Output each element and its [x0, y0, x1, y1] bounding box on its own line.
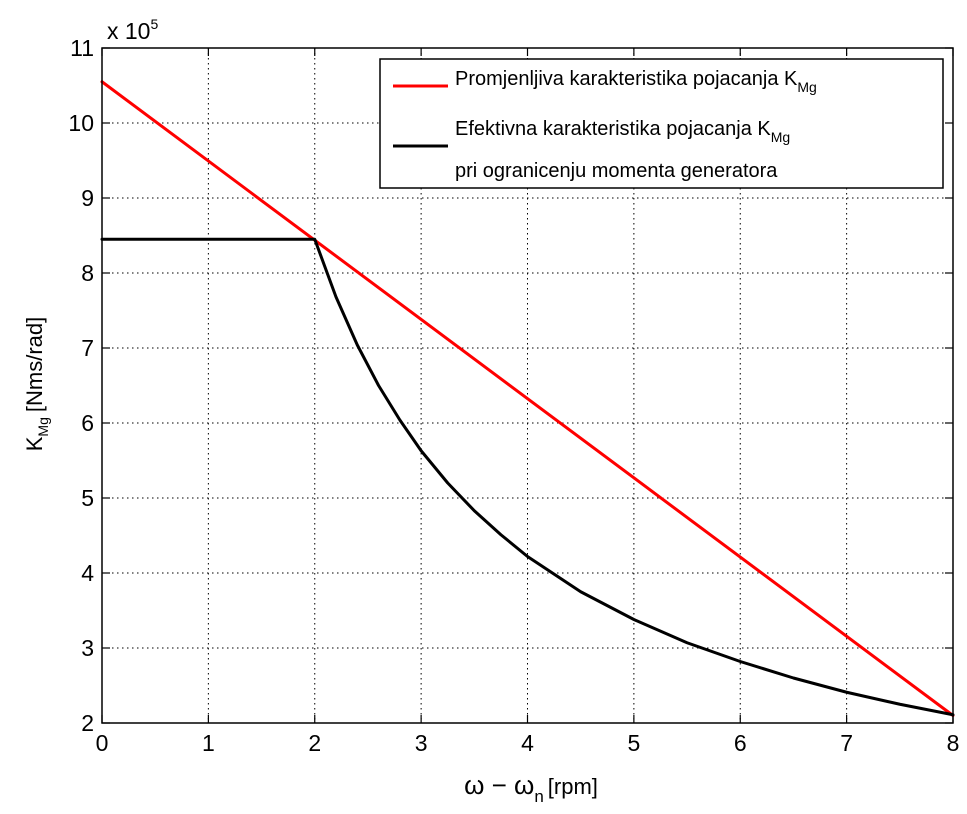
series-layer [100, 80, 955, 717]
x-tick-label: 8 [947, 730, 960, 756]
y-tick-label: 9 [81, 185, 94, 211]
x-tick-label: 6 [734, 730, 747, 756]
x-tick-label: 4 [521, 730, 534, 756]
x-axis-label: ω − ωn [rpm] [464, 770, 598, 806]
y-tick-label: 8 [81, 260, 94, 286]
x-tick-label: 3 [415, 730, 428, 756]
x-tick-label: 7 [840, 730, 853, 756]
y-tick-label: 10 [68, 110, 94, 136]
y-tick-label: 6 [81, 410, 94, 436]
legend-entry-2-line-2: pri ogranicenju momenta generatora [455, 160, 778, 182]
x-tick-label: 5 [627, 730, 640, 756]
legend: Promjenljiva karakteristika pojacanja KM… [379, 58, 944, 189]
legend-entry-2-line-1: Efektivna karakteristika pojacanja KMg [455, 118, 790, 145]
series-line-red [100, 80, 955, 717]
y-tick-label: 7 [81, 335, 94, 361]
series-line-black [100, 237, 955, 717]
ticks: 0 1 2 3 4 5 6 7 8 2 3 4 5 6 7 8 9 10 11 [68, 35, 959, 756]
legend-box [379, 58, 944, 189]
x-tick-label: 0 [96, 730, 109, 756]
x-tick-label: 2 [308, 730, 321, 756]
y-axis-multiplier: x 105 [107, 16, 158, 44]
y-tick-label: 3 [81, 635, 94, 661]
y-tick-label: 4 [81, 560, 94, 586]
x-tick-label: 1 [202, 730, 215, 756]
y-axis-label: KMg[Nms/rad] [22, 317, 51, 452]
y-tick-label: 11 [70, 35, 94, 61]
y-tick-label: 2 [81, 710, 94, 736]
legend-entry-1: Promjenljiva karakteristika pojacanja KM… [455, 68, 817, 95]
y-tick-label: 5 [81, 485, 94, 511]
